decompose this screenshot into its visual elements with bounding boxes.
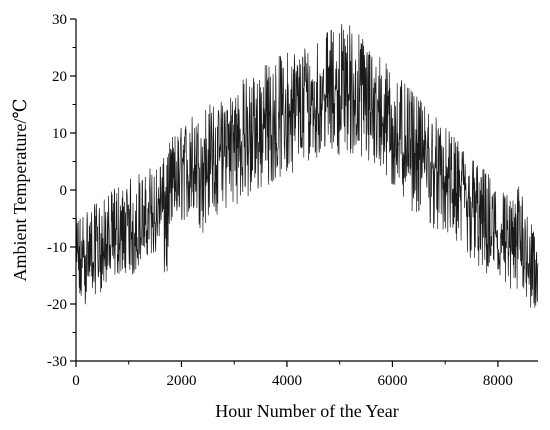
y-tick-label: 30 [52, 12, 67, 28]
y-tick-label: 20 [52, 69, 67, 85]
tick-labels: 0 2000 4000 6000 8000 -30 -20 -10 0 10 20 30 [47, 12, 513, 389]
x-axis-title: Hour Number of the Year [215, 401, 398, 421]
x-tick-label: 2000 [166, 373, 196, 389]
temperature-series-line [75, 23, 539, 308]
x-tick-label: 0 [72, 373, 80, 389]
plot-area [75, 23, 539, 308]
y-tick-label: -30 [47, 354, 67, 370]
y-tick-label: -10 [47, 240, 67, 256]
y-tick-label: 0 [60, 183, 68, 199]
y-axis-title: Ambient Temperature/℃ [10, 99, 30, 282]
y-tick-label: 10 [52, 126, 67, 142]
tick-marks [70, 18, 499, 367]
y-tick-label: -20 [47, 297, 67, 313]
x-tick-label: 6000 [377, 373, 407, 389]
x-tick-label: 4000 [272, 373, 302, 389]
x-tick-label: 8000 [483, 373, 513, 389]
